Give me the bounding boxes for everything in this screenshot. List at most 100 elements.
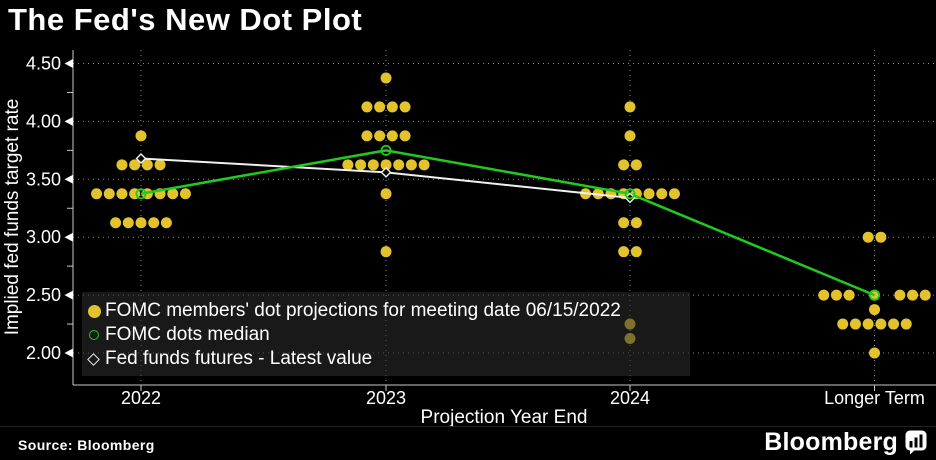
fomc-dot — [875, 231, 887, 243]
x-tick-label: Longer Term — [824, 388, 925, 408]
fomc-dot — [830, 289, 842, 301]
bloomberg-logo-icon — [905, 430, 927, 455]
fomc-dot — [862, 318, 874, 330]
y-tick-label: 4.00 — [26, 111, 61, 131]
median-circle-marker — [869, 289, 881, 301]
fomc-dot — [862, 231, 874, 243]
fomc-dot — [668, 188, 680, 200]
fomc-dot — [116, 188, 128, 200]
x-axis-title: Projection Year End — [421, 407, 588, 428]
fomc-dot — [103, 188, 115, 200]
fomc-dot — [367, 159, 379, 171]
median-line — [140, 149, 875, 297]
x-tick-label: 2022 — [121, 388, 161, 408]
fomc-dot — [380, 159, 392, 171]
fomc-dot — [618, 159, 630, 171]
fomc-dot — [894, 289, 906, 301]
y-tick-arrow-icon — [64, 290, 73, 300]
fomc-dot — [361, 130, 373, 142]
bloomberg-logo: Bloomberg — [764, 428, 928, 457]
fomc-dot — [141, 159, 153, 171]
fomc-dot — [630, 246, 642, 258]
white-diamond-icon — [87, 352, 105, 366]
fomc-dot — [148, 217, 160, 229]
fomc-dot — [380, 188, 392, 200]
fomc-dot — [618, 246, 630, 258]
futures-diamond-marker — [380, 166, 392, 178]
fomc-dot — [818, 289, 830, 301]
fomc-dot — [843, 289, 855, 301]
fomc-dot — [386, 101, 398, 113]
fomc-dot — [643, 188, 655, 200]
x-tick-label: 2023 — [366, 388, 406, 408]
bloomberg-wordmark: Bloomberg — [764, 428, 898, 456]
y-tick-arrow-icon — [64, 232, 73, 242]
chart-title: The Fed's New Dot Plot — [8, 2, 363, 37]
legend-label: Fed funds futures - Latest value — [105, 348, 373, 369]
y-tick-arrow-icon — [64, 116, 73, 126]
fomc-dot — [849, 318, 861, 330]
median-circle-marker — [135, 188, 147, 200]
fomc-dot — [837, 318, 849, 330]
fomc-dot — [179, 188, 191, 200]
fomc-dot — [405, 159, 417, 171]
x-tick-label: 2024 — [610, 388, 650, 408]
fomc-dot — [160, 217, 172, 229]
green-circle-icon — [88, 330, 105, 340]
y-tick-label: 3.50 — [26, 169, 61, 189]
fomc-dot — [374, 101, 386, 113]
legend-label: FOMC dots median — [105, 324, 270, 345]
fomc-dot — [618, 217, 630, 229]
y-tick-label: 4.50 — [26, 54, 61, 74]
fomc-dot — [630, 159, 642, 171]
fomc-dot — [875, 318, 887, 330]
fomc-dot — [907, 289, 919, 301]
legend: FOMC members' dot projections for meetin… — [82, 292, 690, 376]
fomc-dot — [361, 101, 373, 113]
fomc-dot — [380, 72, 392, 84]
fomc-dot — [624, 130, 636, 142]
fomc-dot — [380, 246, 392, 258]
fomc-dot — [656, 188, 668, 200]
fomc-dot — [110, 217, 122, 229]
y-axis-title: Implied fed funds target rate — [2, 99, 23, 336]
footer-divider — [0, 426, 936, 427]
fomc-dot — [869, 347, 880, 359]
fomc-dot — [919, 289, 931, 301]
fomc-dot — [386, 130, 398, 142]
fomc-dot — [135, 217, 147, 229]
fomc-dot — [154, 159, 166, 171]
fomc-dot — [129, 159, 141, 171]
fomc-dot — [869, 304, 880, 316]
fomc-dot — [624, 101, 636, 113]
legend-label: FOMC members' dot projections for meetin… — [105, 300, 621, 321]
fomc-dot — [116, 159, 128, 171]
fomc-dot — [888, 318, 900, 330]
fomc-dot — [167, 188, 179, 200]
median-circle-marker — [380, 144, 392, 156]
fomc-dot — [399, 130, 411, 142]
fomc-dot — [342, 159, 354, 171]
futures-diamond-marker — [135, 152, 147, 164]
legend-item-dots: FOMC members' dot projections for meetin… — [88, 299, 684, 323]
fomc-dot — [374, 130, 386, 142]
fomc-dot — [91, 188, 103, 200]
y-tick-label: 2.00 — [26, 343, 61, 363]
fomc-dot — [630, 217, 642, 229]
y-tick-arrow-icon — [64, 174, 73, 184]
fomc-dot — [399, 101, 411, 113]
median-circle-marker — [624, 188, 636, 200]
y-tick-arrow-icon — [64, 348, 73, 358]
source-credit: Source: Bloomberg — [18, 437, 155, 453]
fomc-dot — [135, 130, 147, 142]
y-tick-label: 2.50 — [26, 285, 61, 305]
y-tick-arrow-icon — [64, 59, 73, 68]
y-tick-label: 3.00 — [26, 227, 61, 247]
legend-item-futures: Fed funds futures - Latest value — [87, 347, 684, 371]
fomc-dot — [900, 318, 912, 330]
fomc-dot — [355, 159, 367, 171]
legend-item-median: FOMC dots median — [88, 323, 684, 347]
fomc-dot — [418, 159, 430, 171]
